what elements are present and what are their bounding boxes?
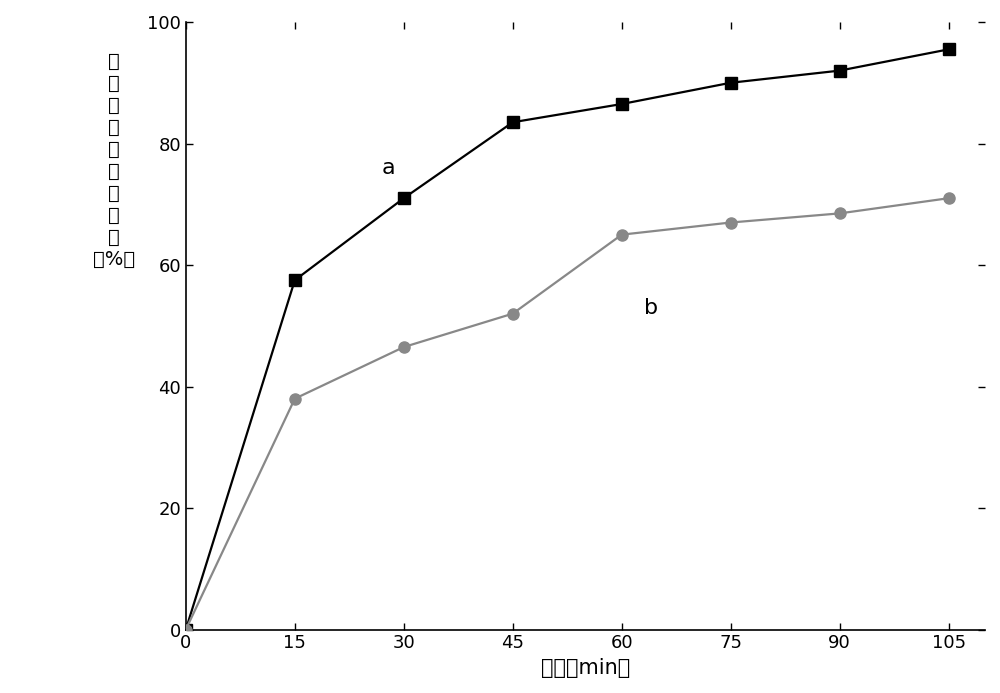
Text: a: a (382, 158, 396, 178)
Text: 一
丙
二
甲
醉
的
去
除
率
（%）: 一 丙 二 甲 醉 的 去 除 率 （%） (93, 53, 135, 270)
Text: b: b (644, 297, 658, 317)
X-axis label: 时间（min）: 时间（min） (541, 658, 630, 678)
